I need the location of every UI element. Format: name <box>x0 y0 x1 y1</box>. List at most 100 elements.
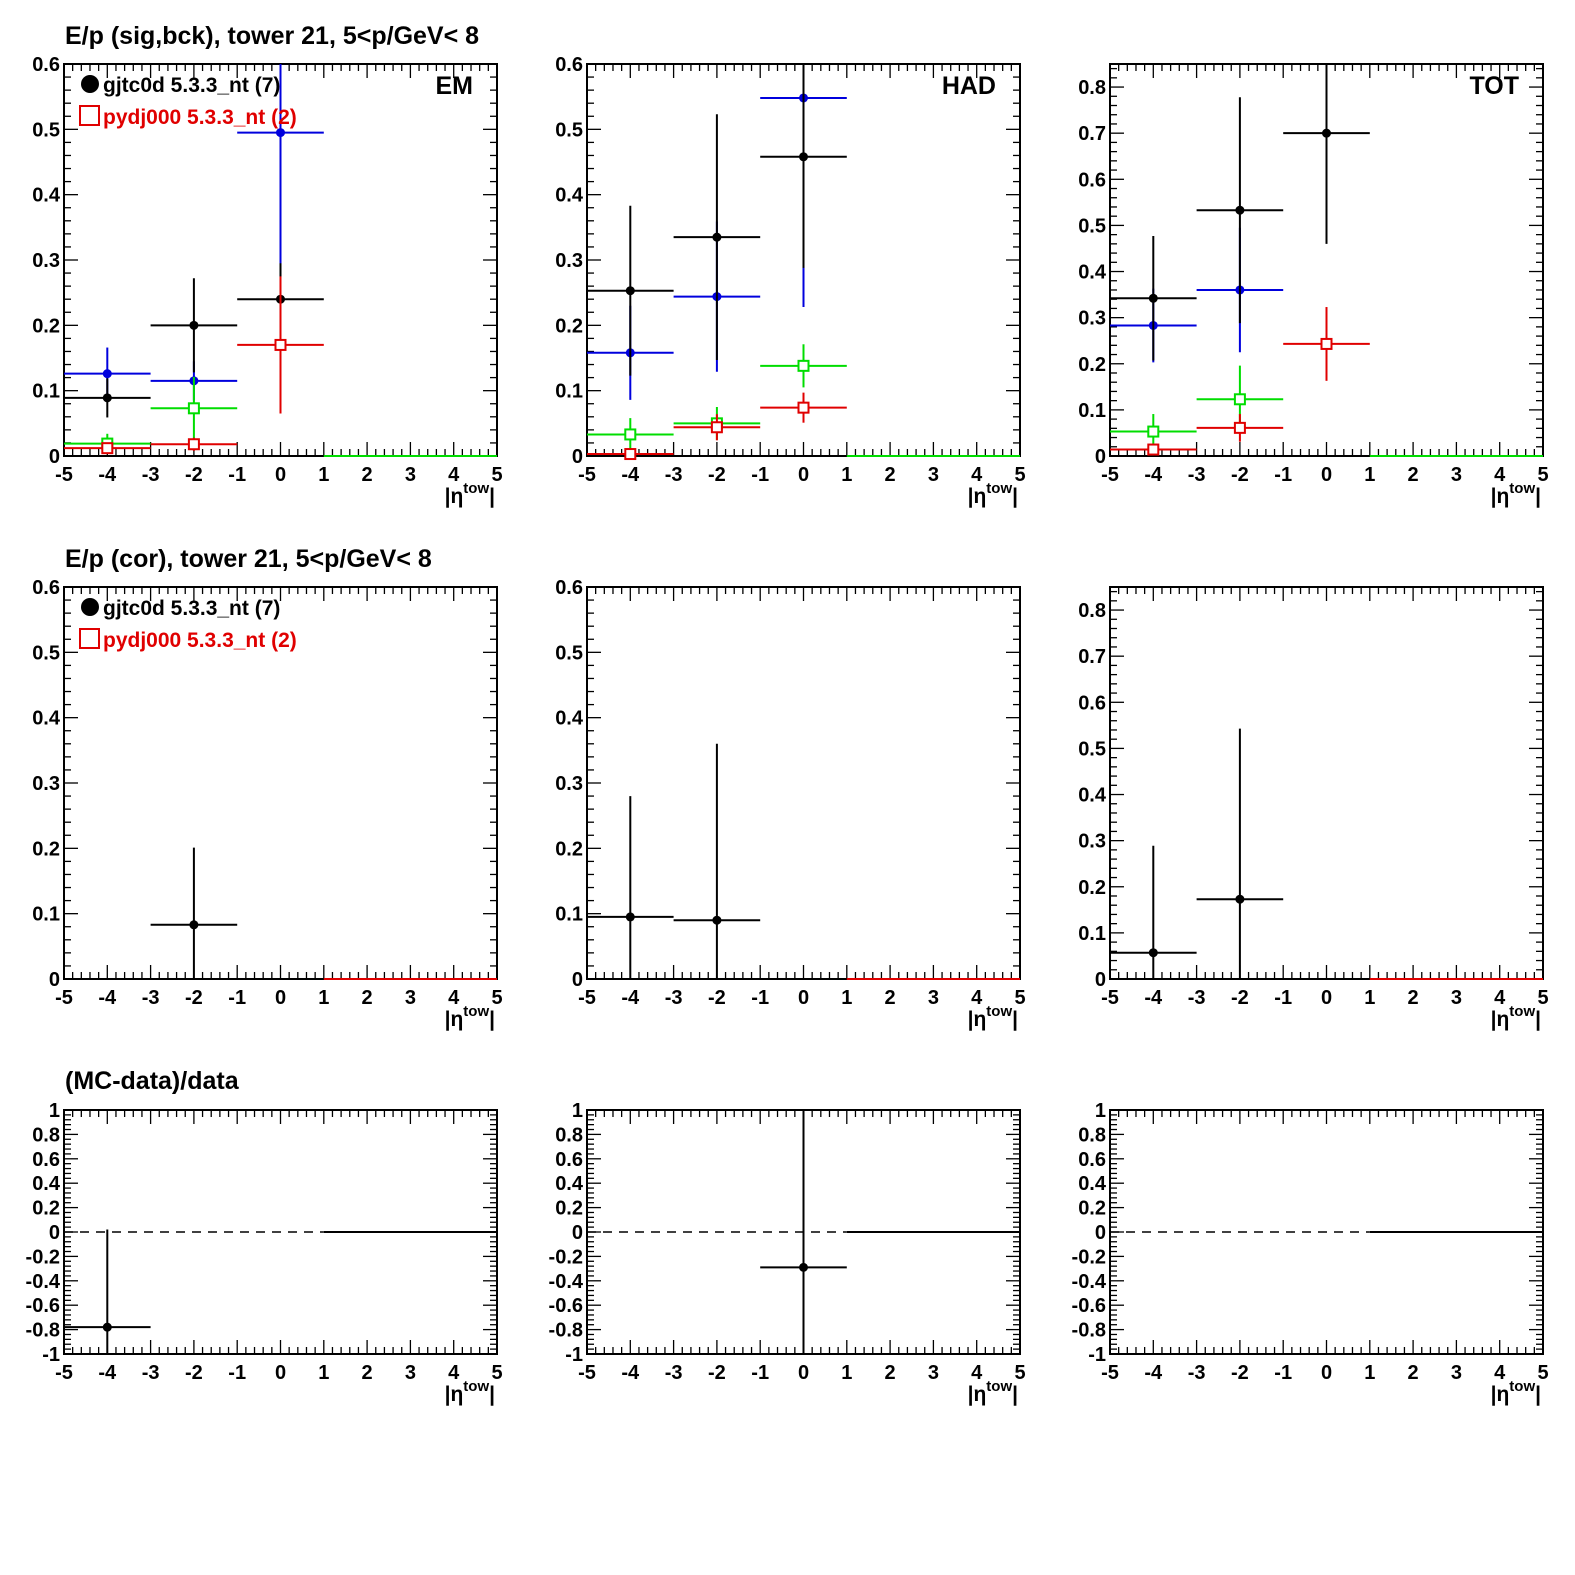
y-tick-label: -0.8 <box>1072 1320 1106 1342</box>
data-point <box>797 359 810 372</box>
y-tick-label: -0.2 <box>1072 1246 1106 1268</box>
x-tick-label: 0 <box>275 1362 286 1384</box>
y-tick-label: 0.4 <box>555 708 584 730</box>
y-tick-label: 0.6 <box>555 577 583 599</box>
x-tick-label: 5 <box>1537 1362 1548 1384</box>
y-tick-label: 0.1 <box>555 904 583 926</box>
x-tick-label: -4 <box>98 464 117 486</box>
panel-label: TOT <box>1469 72 1519 100</box>
y-tick-label: -0.2 <box>549 1246 583 1268</box>
x-tick-label: 4 <box>1494 987 1506 1009</box>
chart-panel: -5 -4 -3 -2 -1 0 1 2 3 4 5 0 0.1 0.2 0.3 0.4 0.5 0.6 0.7 0.… <box>1078 63 1549 508</box>
y-tick-label: 0.5 <box>32 119 60 141</box>
x-tick-label: -2 <box>185 464 203 486</box>
x-tick-label: 0 <box>798 987 809 1009</box>
y-tick-label: 0.2 <box>1078 1198 1106 1220</box>
data-point <box>1320 337 1333 350</box>
y-tick-label: 0.2 <box>1078 354 1106 376</box>
x-tick-label: 5 <box>491 1362 502 1384</box>
x-tick-label: -1 <box>751 987 769 1009</box>
x-tick-label: 5 <box>1014 464 1025 486</box>
y-tick-label: 0.3 <box>32 773 60 795</box>
y-tick-label: 0.5 <box>555 119 583 141</box>
y-tick-label: 0.6 <box>1078 692 1106 714</box>
x-tick-label: 3 <box>405 987 416 1009</box>
y-tick-label: 0.6 <box>1078 169 1106 191</box>
x-tick-label: 1 <box>318 464 329 486</box>
x-axis-label: |ηtow| <box>1491 1378 1541 1406</box>
y-tick-label: 0.1 <box>1078 400 1106 422</box>
y-tick-label: 0.7 <box>1078 646 1106 668</box>
x-axis-label: |ηtow| <box>968 480 1018 508</box>
x-tick-label: -3 <box>142 987 160 1009</box>
y-tick-label: -0.6 <box>26 1295 60 1317</box>
y-tick-label: -1 <box>565 1344 583 1366</box>
x-tick-label: 3 <box>405 464 416 486</box>
y-tick-label: 0.6 <box>555 54 583 76</box>
x-tick-label: -4 <box>1144 987 1163 1009</box>
x-tick-label: -1 <box>751 1362 769 1384</box>
data-point <box>799 152 808 162</box>
x-tick-label: -4 <box>1144 1362 1163 1384</box>
legend-marker <box>79 105 100 126</box>
data-point <box>1148 293 1158 303</box>
data-point <box>712 232 722 242</box>
x-tick-label: -5 <box>55 464 73 486</box>
y-tick-label: 0.5 <box>1078 738 1106 760</box>
y-tick-label: 1 <box>49 1100 60 1122</box>
x-tick-label: -5 <box>1101 987 1119 1009</box>
legend-entry: gjtc0d 5.3.3_nt (7) <box>103 74 280 97</box>
x-tick-label: 2 <box>362 464 373 486</box>
y-tick-label: 0 <box>1095 1222 1106 1244</box>
y-tick-label: 0.8 <box>555 1124 583 1146</box>
x-tick-label: -1 <box>1274 464 1292 486</box>
x-tick-label: -4 <box>98 987 117 1009</box>
y-tick-label: -1 <box>1088 1344 1106 1366</box>
legend-entry: gjtc0d 5.3.3_nt (7) <box>103 597 280 620</box>
chart-panel: -5 -4 -3 -2 -1 0 1 2 3 4 5 0 0.1 0.2 0.3 0.4 0.5 0.6 |ηtow… <box>555 577 1025 1031</box>
panel-label: HAD <box>942 72 996 100</box>
row-title-3: (MC-data)/data <box>65 1067 240 1095</box>
x-tick-label: -4 <box>621 987 640 1009</box>
x-tick-label: -5 <box>578 1362 596 1384</box>
y-tick-label: 0 <box>1095 446 1106 468</box>
chart-panel: -5 -4 -3 -2 -1 0 1 2 3 4 5 0 0.1 0.2 0.3 0.4 0.5 0.6 |ηtow… <box>32 577 502 1031</box>
y-tick-label: 0 <box>49 969 60 991</box>
y-tick-label: 0.2 <box>1078 877 1106 899</box>
x-tick-label: -3 <box>665 987 683 1009</box>
x-tick-label: 2 <box>362 1362 373 1384</box>
y-tick-label: 0.4 <box>1078 785 1107 807</box>
x-tick-label: 3 <box>1451 1362 1462 1384</box>
x-axis-label: |ηtow| <box>968 1003 1018 1031</box>
data-point <box>1233 421 1246 434</box>
data-point <box>712 915 722 925</box>
y-tick-label: 0.1 <box>555 381 583 403</box>
y-tick-label: 0.1 <box>1078 923 1106 945</box>
x-axis-label: |ηtow| <box>1491 480 1541 508</box>
data-point <box>276 128 285 138</box>
y-tick-label: 0.4 <box>555 185 584 207</box>
x-tick-label: -2 <box>185 1362 203 1384</box>
x-tick-label: 1 <box>1364 1362 1375 1384</box>
data-point <box>189 920 199 930</box>
data-point <box>102 1322 112 1332</box>
legend-entry: pydj000 5.3.3_nt (2) <box>103 106 297 129</box>
x-tick-label: 4 <box>448 987 460 1009</box>
x-tick-label: -5 <box>1101 1362 1119 1384</box>
x-tick-label: -4 <box>621 464 640 486</box>
y-tick-label: -0.8 <box>549 1320 583 1342</box>
data-point <box>624 428 637 441</box>
y-tick-label: -0.2 <box>26 1246 60 1268</box>
x-tick-label: 0 <box>798 1362 809 1384</box>
legend-marker <box>81 598 99 616</box>
y-tick-label: 0.2 <box>555 838 583 860</box>
x-tick-label: 3 <box>405 1362 416 1384</box>
x-tick-label: 0 <box>1321 987 1332 1009</box>
x-tick-label: -3 <box>1188 1362 1206 1384</box>
x-tick-label: 2 <box>1408 987 1419 1009</box>
data-point <box>799 1262 808 1272</box>
x-axis-label: |ηtow| <box>445 1003 495 1031</box>
x-tick-label: 5 <box>1014 1362 1025 1384</box>
x-tick-label: 3 <box>1451 987 1462 1009</box>
x-tick-label: 0 <box>1321 464 1332 486</box>
